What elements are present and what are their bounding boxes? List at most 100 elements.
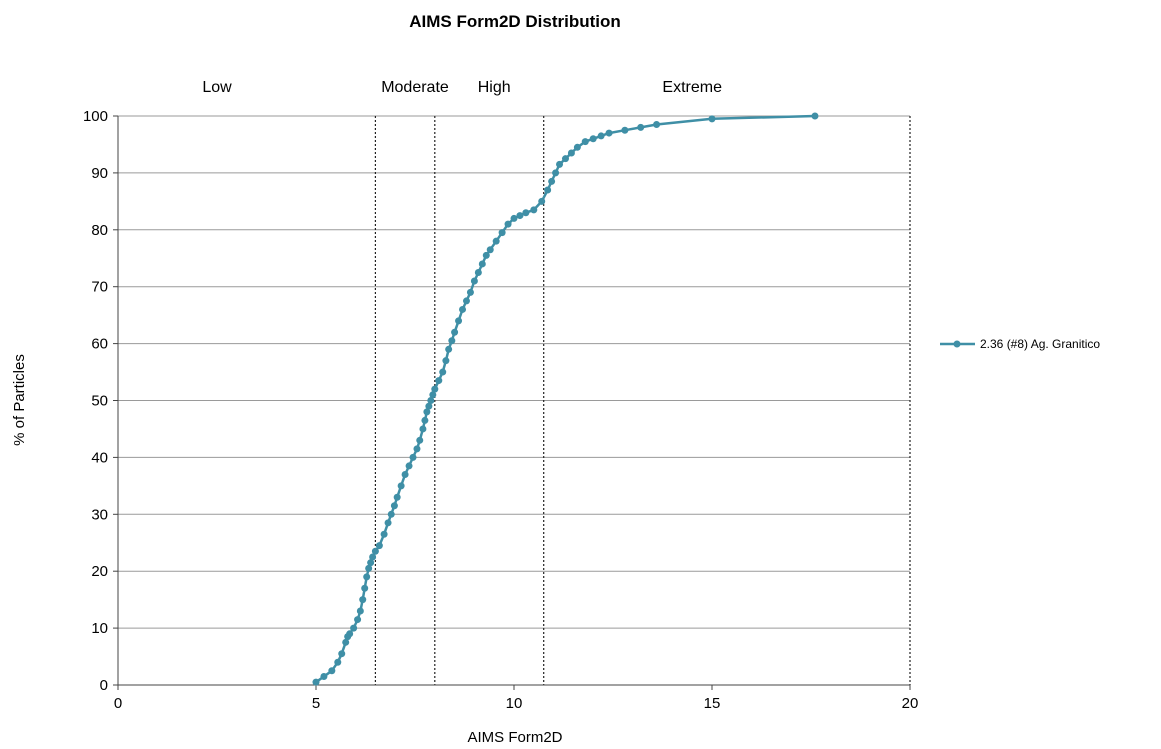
y-tick-label: 20 bbox=[91, 563, 108, 580]
data-point bbox=[552, 169, 560, 177]
y-tick-label: 30 bbox=[91, 506, 108, 523]
data-point bbox=[427, 397, 435, 404]
data-point bbox=[425, 402, 433, 410]
data-point bbox=[409, 453, 417, 461]
data-point bbox=[621, 126, 629, 134]
data-point bbox=[401, 470, 409, 478]
data-point bbox=[573, 143, 581, 151]
data-point bbox=[361, 584, 369, 592]
data-point bbox=[556, 160, 564, 168]
x-tick-label: 20 bbox=[902, 695, 919, 712]
data-point bbox=[334, 658, 342, 666]
data-point bbox=[421, 416, 429, 424]
data-point bbox=[561, 155, 569, 163]
data-point bbox=[597, 132, 605, 140]
legend-label: 2.36 (#8) Ag. Granitico bbox=[980, 337, 1100, 351]
data-point bbox=[328, 667, 336, 675]
series-group bbox=[312, 112, 819, 686]
gridlines bbox=[118, 115, 910, 686]
data-point bbox=[397, 482, 405, 490]
data-point bbox=[369, 553, 377, 561]
region-label: Moderate bbox=[381, 79, 449, 96]
data-point bbox=[435, 377, 443, 385]
data-point bbox=[637, 123, 645, 131]
y-tick-label: 0 bbox=[100, 677, 108, 694]
data-point bbox=[439, 368, 447, 376]
data-point bbox=[431, 385, 439, 393]
x-tick-label: 0 bbox=[114, 695, 122, 712]
data-point bbox=[442, 357, 450, 365]
y-tick-label: 70 bbox=[91, 279, 108, 296]
region-label: High bbox=[478, 79, 511, 96]
data-point bbox=[538, 197, 546, 205]
data-point bbox=[605, 129, 613, 137]
data-point bbox=[455, 317, 463, 325]
data-point bbox=[478, 260, 486, 268]
legend: 2.36 (#8) Ag. Granitico bbox=[940, 337, 1100, 351]
data-point bbox=[466, 288, 474, 296]
data-point bbox=[492, 237, 500, 245]
data-point bbox=[451, 328, 459, 336]
y-tick-label: 60 bbox=[91, 336, 108, 353]
data-point bbox=[548, 177, 556, 185]
data-point bbox=[708, 115, 716, 123]
data-point bbox=[530, 206, 538, 214]
data-point bbox=[375, 542, 383, 550]
data-point bbox=[486, 246, 494, 254]
data-point bbox=[429, 391, 437, 399]
data-point bbox=[365, 564, 373, 572]
data-point bbox=[522, 209, 530, 217]
y-tick-label: 90 bbox=[91, 165, 108, 182]
data-point bbox=[462, 297, 470, 305]
data-point bbox=[470, 277, 478, 285]
data-point bbox=[448, 337, 456, 345]
region-labels: Low Moderate High Extreme bbox=[202, 79, 722, 96]
data-point bbox=[589, 135, 597, 143]
data-point bbox=[371, 547, 379, 555]
y-tick-label: 10 bbox=[91, 620, 108, 637]
region-label: Low bbox=[202, 79, 232, 96]
data-point bbox=[320, 672, 328, 680]
data-point bbox=[544, 186, 552, 194]
y-axis-label: % of Particles bbox=[11, 354, 28, 446]
data-point bbox=[387, 510, 395, 518]
tick-labels: 0 10 20 30 40 50 60 70 80 90 100 0 5 10 15 20 bbox=[83, 108, 918, 712]
data-point bbox=[516, 212, 524, 220]
y-tick-label: 40 bbox=[91, 449, 108, 466]
y-tick-label: 80 bbox=[91, 222, 108, 239]
data-point bbox=[393, 493, 401, 501]
data-point bbox=[811, 112, 819, 120]
x-tick-label: 5 bbox=[312, 695, 320, 712]
data-point bbox=[419, 425, 427, 433]
data-point bbox=[346, 630, 354, 638]
data-point bbox=[312, 678, 320, 686]
data-point bbox=[474, 268, 482, 276]
data-point bbox=[445, 345, 453, 353]
y-tick-label: 50 bbox=[91, 393, 108, 410]
y-tick-label: 100 bbox=[83, 108, 108, 125]
data-point bbox=[356, 607, 364, 615]
data-point bbox=[338, 650, 346, 658]
data-point bbox=[354, 616, 362, 624]
series-line bbox=[315, 114, 816, 684]
data-point bbox=[350, 624, 358, 632]
data-point bbox=[380, 530, 388, 538]
x-tick-label: 15 bbox=[704, 695, 721, 712]
data-point bbox=[504, 220, 512, 228]
data-point bbox=[413, 445, 421, 453]
data-point bbox=[367, 559, 375, 567]
data-point bbox=[653, 121, 661, 129]
data-point bbox=[459, 305, 467, 313]
data-point bbox=[359, 596, 367, 604]
data-point bbox=[482, 251, 490, 259]
data-point bbox=[384, 519, 392, 527]
data-point bbox=[510, 214, 518, 222]
threshold-lines bbox=[374, 116, 911, 685]
data-point bbox=[581, 138, 589, 146]
data-point bbox=[423, 408, 431, 416]
region-label: Extreme bbox=[662, 79, 722, 96]
data-point bbox=[342, 638, 350, 646]
data-point bbox=[363, 573, 371, 581]
legend-marker bbox=[953, 340, 961, 348]
chart-title: AIMS Form2D Distribution bbox=[409, 12, 621, 31]
